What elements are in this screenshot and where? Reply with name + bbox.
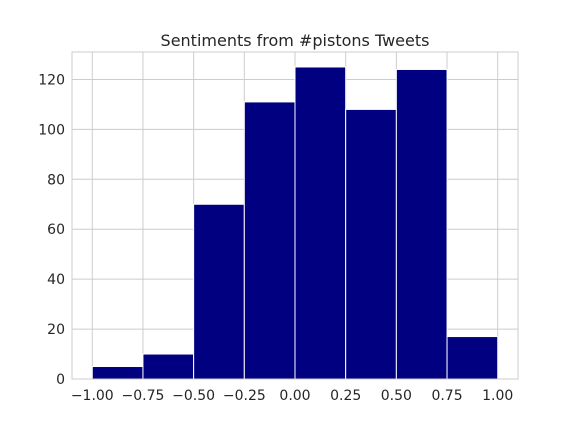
x-axis-ticks: −1.00 −0.75 −0.50 −0.25 0.00 0.25 0.50 0.75 1.00 — [71, 388, 513, 404]
x-tick-label: 1.00 — [482, 388, 513, 404]
x-tick-label: 0.25 — [330, 388, 361, 404]
chart-title: Sentiments from #pistons Tweets — [161, 31, 430, 50]
histogram-bar-3 — [243, 101, 296, 380]
x-tick-label: 0.50 — [381, 388, 412, 404]
histogram-bar-5 — [345, 108, 397, 380]
y-tick-label: 60 — [47, 222, 65, 238]
y-tick-label: 80 — [47, 172, 65, 188]
y-tick-label: 0 — [56, 372, 65, 388]
histogram-bar-4 — [294, 66, 347, 380]
histogram-bar-1 — [142, 353, 195, 380]
y-tick-label: 100 — [38, 122, 65, 138]
x-tick-label: 0.75 — [431, 388, 462, 404]
y-tick-label: 40 — [47, 272, 65, 288]
histogram-bar-2 — [193, 203, 245, 380]
y-axis-ticks: 0 20 40 60 80 100 120 — [38, 72, 65, 388]
plot-border — [71, 51, 519, 380]
plot-area — [71, 51, 519, 380]
x-tick-label: −1.00 — [71, 388, 114, 404]
y-tick-label: 120 — [38, 72, 65, 88]
y-tick-label: 20 — [47, 322, 65, 338]
histogram-bars — [91, 66, 499, 380]
x-tick-label: −0.25 — [223, 388, 266, 404]
histogram-bar-0 — [91, 366, 144, 380]
histogram-bar-6 — [395, 68, 448, 380]
histogram-bar-7 — [446, 336, 499, 380]
x-tick-label: −0.75 — [122, 388, 165, 404]
x-tick-label: 0.00 — [279, 388, 310, 404]
x-tick-label: −0.50 — [172, 388, 215, 404]
plot-frame — [71, 51, 519, 380]
